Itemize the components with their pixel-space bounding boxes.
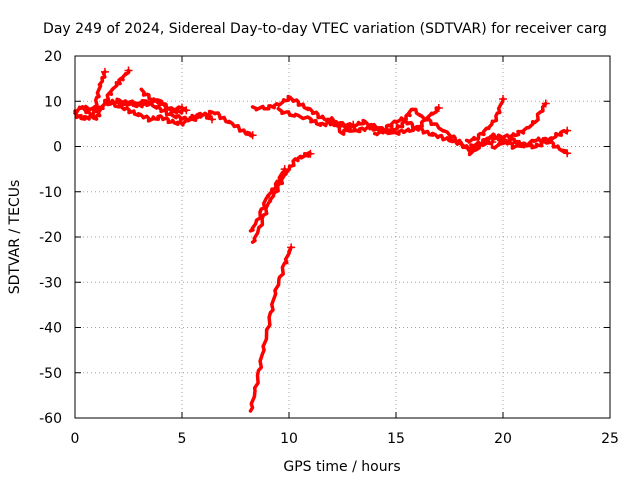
series-track-16 [490, 136, 569, 156]
series-track-12 [330, 106, 441, 136]
x-tick-label: 20 [494, 431, 512, 447]
grid-lines [75, 56, 610, 418]
y-tick-label: 0 [53, 140, 62, 156]
x-tick-label: 25 [601, 431, 619, 447]
x-tick-label: 0 [71, 431, 80, 447]
series-track-14 [464, 97, 505, 144]
plus-marker [280, 165, 289, 174]
plus-marker [124, 66, 133, 75]
y-tick-label: -20 [39, 230, 62, 246]
plus-marker [499, 94, 507, 103]
x-tick-label: 5 [178, 431, 187, 447]
plus-marker [563, 126, 572, 135]
x-tick-label: 15 [387, 431, 405, 447]
data-series [73, 66, 572, 413]
series-track-15 [469, 128, 569, 150]
series-track-06 [116, 98, 184, 113]
chart-title: Day 249 of 2024, Sidereal Day-to-day VTE… [43, 21, 607, 37]
y-tick-label: -40 [39, 321, 62, 337]
y-tick-label: -10 [39, 185, 62, 201]
series-track-08 [248, 167, 287, 233]
y-tick-labels: -60 -50 -40 -30 -20 -10 0 10 20 [39, 49, 62, 427]
plus-marker [207, 115, 216, 124]
series-track-04 [105, 97, 214, 127]
y-tick-label: -60 [39, 411, 62, 427]
y-axis-label: SDTVAR / TECUs [7, 180, 23, 295]
y-tick-label: 10 [44, 94, 62, 110]
x-tick-labels: 0 5 10 15 20 25 [71, 431, 619, 447]
y-tick-label: 20 [44, 49, 62, 65]
series-track-09 [248, 245, 293, 413]
plus-marker [178, 103, 186, 112]
plus-marker [306, 149, 315, 158]
series-track-13 [372, 101, 548, 157]
x-tick-label: 10 [280, 431, 298, 447]
x-axis-label: GPS time / hours [283, 459, 400, 475]
plus-marker [182, 106, 191, 115]
plus-marker [541, 99, 550, 108]
axis-ticks [74, 55, 611, 419]
plus-marker [287, 243, 296, 252]
y-tick-label: -30 [39, 275, 62, 291]
y-tick-label: -50 [39, 366, 62, 382]
plus-marker [248, 131, 257, 140]
plus-marker [563, 149, 572, 158]
plus-marker [434, 104, 443, 113]
plus-marker [100, 67, 109, 76]
series-track-07 [250, 150, 313, 244]
